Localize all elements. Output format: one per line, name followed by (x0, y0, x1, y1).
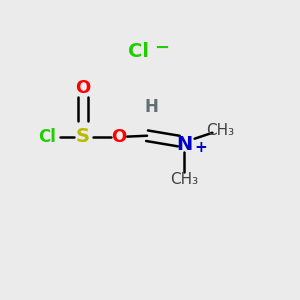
Text: CH₃: CH₃ (206, 123, 234, 138)
Text: CH₃: CH₃ (170, 172, 198, 187)
Text: Cl: Cl (38, 128, 56, 146)
Text: −: − (154, 38, 170, 56)
Text: O: O (76, 79, 91, 97)
Text: H: H (145, 98, 158, 116)
Text: +: + (194, 140, 207, 154)
Text: Cl: Cl (128, 42, 148, 62)
Text: S: S (76, 127, 90, 146)
Text: N: N (176, 135, 192, 154)
Text: O: O (111, 128, 126, 146)
